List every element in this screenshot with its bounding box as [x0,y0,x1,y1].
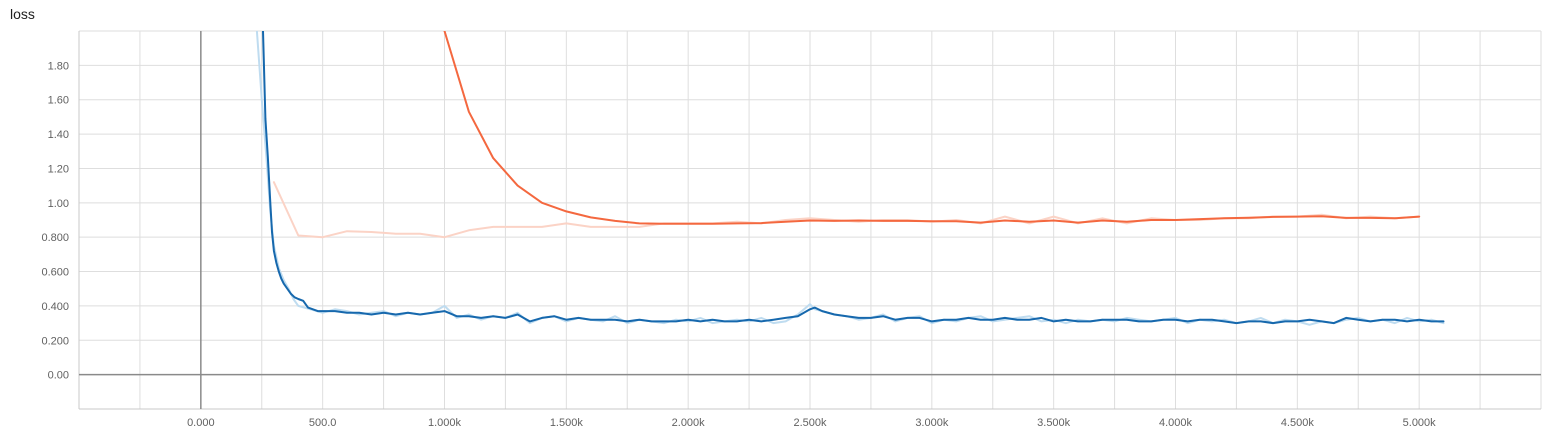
x-tick-label: 2.000k [672,417,706,429]
y-tick-label: 1.40 [48,129,69,141]
x-tick-label: 2.500k [793,417,827,429]
x-tick-label: 3.000k [915,417,949,429]
series-line-blue_smoothed [262,31,1445,325]
y-tick-label: 1.80 [48,60,69,72]
y-tick-labels: 0.00 0.200 0.400 0.600 0.800 1.00 1.20 1.40 1.60… [41,60,69,381]
x-tick-label: 4.500k [1281,417,1315,429]
y-tick-label: 1.00 [48,198,69,210]
y-tick-label: 0.800 [41,232,69,244]
x-tick-label: 3.500k [1037,417,1071,429]
series-lines [255,31,1445,326]
axes [78,31,1542,410]
x-tick-label: 0.000 [187,417,215,429]
x-tick-labels: 0.000 500.0 1.000k 1.500k 2.000k 2.500k 3.000k… [187,417,1436,429]
y-tick-label: 0.600 [41,267,69,279]
x-tick-label: 1.000k [428,417,462,429]
x-tick-label: 5.000k [1403,417,1437,429]
y-tick-label: 1.20 [48,163,69,175]
series-line-orange_smoothed [443,31,1421,225]
y-tick-label: 0.400 [41,301,69,313]
x-tick-label: 4.000k [1159,417,1193,429]
x-tick-label: 500.0 [309,417,337,429]
y-tick-label: 0.00 [48,370,69,382]
y-tick-label: 0.200 [41,335,69,347]
chart-title: loss [10,6,35,22]
series-line-blue_raw [255,31,1445,326]
y-tick-label: 1.60 [48,95,69,107]
series-line-orange_raw [272,181,1421,239]
x-tick-label: 1.500k [550,417,584,429]
